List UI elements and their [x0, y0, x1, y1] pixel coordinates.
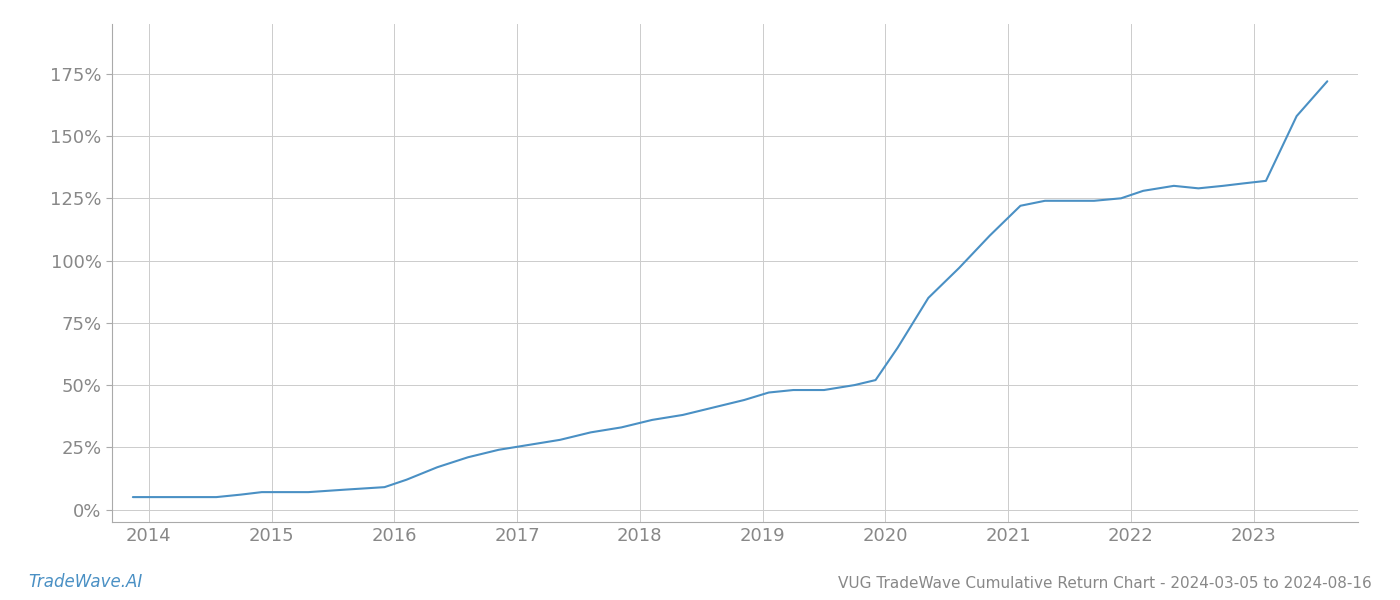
Text: VUG TradeWave Cumulative Return Chart - 2024-03-05 to 2024-08-16: VUG TradeWave Cumulative Return Chart - … [839, 576, 1372, 591]
Text: TradeWave.AI: TradeWave.AI [28, 573, 143, 591]
